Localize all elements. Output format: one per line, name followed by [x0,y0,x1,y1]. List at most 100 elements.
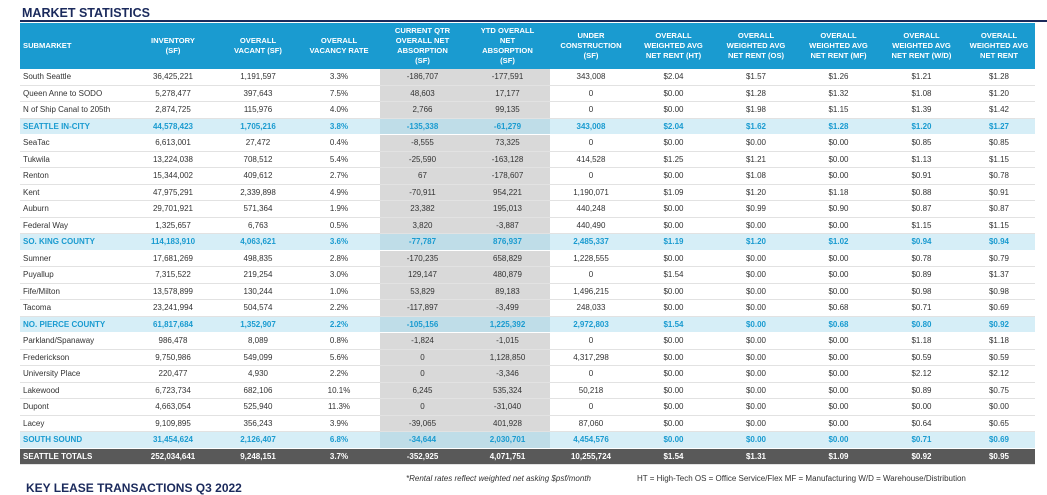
value-cell: $2.12 [880,365,963,383]
value-cell: 1,325,657 [128,217,218,234]
value-cell: $0.00 [715,299,797,317]
table-row: South Seattle 36,425,221 1,191,597 3.3% -186… [20,69,1035,86]
value-cell: 1.9% [298,200,380,218]
value-cell: $0.88 [880,184,963,201]
submarket-cell: Tukwila [20,151,128,168]
value-cell: $0.71 [880,299,963,317]
submarket-cell: Parkland/Spanaway [20,332,128,350]
value-cell: $0.00 [715,134,797,152]
value-cell: -352,925 [380,448,465,465]
value-cell: 0 [550,332,632,350]
value-cell: 1,128,850 [465,349,550,366]
value-cell: 114,183,910 [128,233,218,251]
value-cell: $1.20 [715,233,797,251]
value-cell: 1,705,216 [218,118,298,135]
value-cell: -3,887 [465,217,550,234]
value-cell: 986,478 [128,332,218,350]
value-cell: $0.00 [632,365,715,383]
submarket-cell: N of Ship Canal to 205th [20,101,128,119]
column-header: UNDER CONSTRUCTION (SF) [550,23,632,69]
value-cell: 0.4% [298,134,380,152]
value-cell: 87,060 [550,415,632,432]
value-cell: -1,824 [380,332,465,350]
value-cell: 682,106 [218,382,298,399]
value-cell: $0.00 [632,283,715,300]
value-cell: $1.26 [797,69,880,86]
column-header: OVERALL WEIGHTED AVG NET RENT (MF) [797,23,880,69]
value-cell: -177,591 [465,69,550,86]
column-header: OVERALL WEIGHTED AVG NET RENT (OS) [715,23,797,69]
value-cell: $1.21 [715,151,797,168]
submarket-cell: Kent [20,184,128,201]
value-cell: $1.31 [715,448,797,465]
value-cell: $1.57 [715,69,797,86]
table-row: SEATTLE TOTALS 252,034,641 9,248,151 3.7% -3… [20,448,1035,465]
value-cell: -31,040 [465,398,550,416]
table-row: Sumner 17,681,269 498,835 2.8% -170,235 658,8… [20,250,1035,267]
value-cell: 6,613,001 [128,134,218,152]
value-cell: $0.00 [632,349,715,366]
value-cell: $0.00 [632,250,715,267]
value-cell: 535,324 [465,382,550,399]
value-cell: 3.9% [298,415,380,432]
value-cell: 1,190,071 [550,184,632,201]
value-cell: 343,008 [550,118,632,135]
value-cell: 0 [550,85,632,102]
submarket-cell: Lacey [20,415,128,432]
value-cell: $0.80 [880,316,963,333]
value-cell: $2.12 [963,365,1035,383]
value-cell: $0.00 [797,415,880,432]
value-cell: 61,817,684 [128,316,218,333]
value-cell: $1.37 [963,266,1035,284]
table-row: Auburn 29,701,921 571,364 1.9% 23,382 195,013… [20,200,1035,218]
value-cell: $1.20 [715,184,797,201]
value-cell: $0.00 [632,398,715,416]
value-cell: -61,279 [465,118,550,135]
value-cell: 525,940 [218,398,298,416]
value-cell: $2.04 [632,69,715,86]
value-cell: 2.2% [298,299,380,317]
value-cell: 0 [380,349,465,366]
value-cell: $0.00 [797,431,880,449]
value-cell: 2,972,803 [550,316,632,333]
abbreviation-legend: HT = High-Tech OS = Office Service/Flex … [637,474,966,483]
value-cell: -163,128 [465,151,550,168]
value-cell: 10.1% [298,382,380,399]
value-cell: $1.39 [880,101,963,119]
submarket-cell: Queen Anne to SODO [20,85,128,102]
value-cell: $0.92 [880,448,963,465]
value-cell: $0.00 [632,415,715,432]
value-cell: $0.89 [880,382,963,399]
value-cell: 10,255,724 [550,448,632,465]
value-cell: $0.98 [963,283,1035,300]
table-row: Kent 47,975,291 2,339,898 4.9% -70,911 954,22… [20,184,1035,201]
value-cell: 31,454,624 [128,431,218,449]
value-cell: $1.13 [880,151,963,168]
value-cell: 0 [550,101,632,119]
value-cell: -178,607 [465,167,550,185]
value-cell: 954,221 [465,184,550,201]
value-cell: $0.00 [715,283,797,300]
value-cell: 4,317,298 [550,349,632,366]
value-cell: 1,228,555 [550,250,632,267]
value-cell: $0.87 [963,200,1035,218]
footnote: *Rental rates reflect weighted net askin… [406,474,591,483]
submarket-cell: SEATTLE TOTALS [20,448,128,465]
value-cell: $1.09 [797,448,880,465]
value-cell: 1.0% [298,283,380,300]
value-cell: 9,750,986 [128,349,218,366]
value-cell: 15,344,002 [128,167,218,185]
value-cell: 440,490 [550,217,632,234]
value-cell: 401,928 [465,415,550,432]
value-cell: 414,528 [550,151,632,168]
value-cell: 549,099 [218,349,298,366]
value-cell: $0.90 [797,200,880,218]
table-row: Renton 15,344,002 409,612 2.7% 67 -178,607 0 $0… [20,167,1035,185]
value-cell: $0.00 [797,266,880,284]
value-cell: 4,663,054 [128,398,218,416]
table-row: NO. PIERCE COUNTY 61,817,684 1,352,907 2.2%… [20,316,1035,333]
table-row: University Place 220,477 4,930 2.2% 0 -3,346 0… [20,365,1035,383]
value-cell: 11.3% [298,398,380,416]
value-cell: 6.8% [298,431,380,449]
value-cell: 343,008 [550,69,632,86]
